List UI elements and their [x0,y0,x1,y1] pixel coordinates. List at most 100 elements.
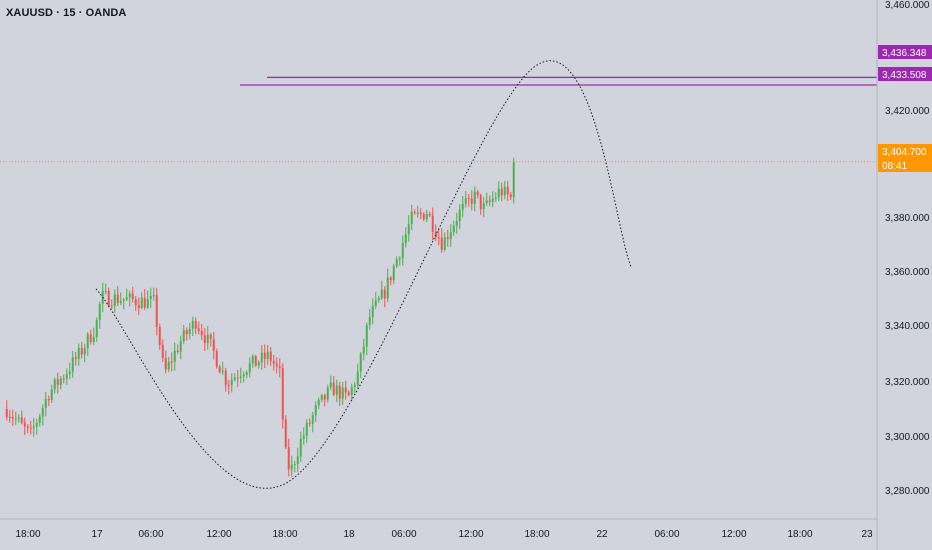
candle[interactable] [410,204,413,231]
candle[interactable] [203,327,206,351]
candle[interactable] [80,341,83,359]
candle[interactable] [59,375,62,390]
candle[interactable] [431,207,434,241]
candle[interactable] [350,383,353,401]
candle[interactable] [62,374,65,384]
candle[interactable] [476,189,479,199]
candle[interactable] [245,370,248,379]
candle[interactable] [8,409,11,423]
candle[interactable] [356,363,359,389]
candle[interactable] [473,186,476,212]
candle[interactable] [113,289,116,313]
candle[interactable] [95,317,98,342]
candle[interactable] [68,362,71,379]
candle[interactable] [92,327,95,346]
candle[interactable] [236,369,239,387]
candle[interactable] [185,327,188,341]
candle[interactable] [227,379,230,395]
candle[interactable] [458,204,461,230]
candle[interactable] [167,356,170,373]
candle[interactable] [287,438,290,477]
candle[interactable] [368,309,371,330]
candle[interactable] [341,381,344,405]
candle[interactable] [128,290,131,307]
candle[interactable] [509,191,512,201]
candle[interactable] [257,360,260,369]
price-axis[interactable] [877,0,932,550]
candle[interactable] [254,354,257,367]
candle[interactable] [122,298,125,310]
candle[interactable] [215,348,218,369]
candle[interactable] [152,287,155,301]
candle[interactable] [290,455,293,478]
candle[interactable] [260,345,263,370]
candle[interactable] [44,391,47,417]
candle[interactable] [74,351,77,366]
candle[interactable] [329,375,332,391]
candle[interactable] [380,280,383,301]
candles[interactable] [5,157,515,478]
candle[interactable] [401,235,404,266]
candle[interactable] [419,208,422,220]
candle[interactable] [308,418,311,427]
candle[interactable] [416,206,419,218]
candle[interactable] [170,352,173,372]
candle[interactable] [314,401,317,422]
candle[interactable] [161,339,164,363]
candle[interactable] [140,292,143,310]
candle[interactable] [485,192,488,207]
candle[interactable] [479,193,482,216]
candle[interactable] [332,376,335,397]
candle[interactable] [320,393,323,403]
candle[interactable] [221,361,224,375]
candle[interactable] [206,326,209,350]
candle[interactable] [41,404,44,426]
candle[interactable] [503,180,506,200]
candle[interactable] [494,192,497,202]
candle[interactable] [464,191,467,208]
candle[interactable] [119,292,122,306]
candle[interactable] [275,357,278,374]
candle[interactable] [77,343,80,366]
candle[interactable] [422,212,425,222]
candle[interactable] [131,286,134,303]
candle[interactable] [365,322,368,356]
candle[interactable] [176,344,179,355]
candle[interactable] [116,286,119,307]
candle[interactable] [455,212,458,234]
candle[interactable] [482,196,485,218]
candle[interactable] [383,286,386,308]
candle[interactable] [512,157,515,204]
candle[interactable] [266,344,269,365]
candle[interactable] [491,191,494,208]
candle[interactable] [389,276,392,286]
candle[interactable] [200,324,203,341]
candle[interactable] [32,417,35,437]
candle[interactable] [317,397,320,410]
candle[interactable] [296,447,299,472]
candle[interactable] [404,227,407,248]
candle[interactable] [281,362,284,429]
candle[interactable] [56,372,59,394]
candle[interactable] [293,460,296,473]
candle[interactable] [194,317,197,335]
candle[interactable] [323,393,326,407]
candle[interactable] [443,232,446,252]
candle[interactable] [488,195,491,207]
candle[interactable] [326,384,329,403]
candle[interactable] [470,190,473,211]
candle[interactable] [83,343,86,363]
candle[interactable] [398,256,401,266]
candle[interactable] [137,297,140,315]
candle[interactable] [20,410,23,425]
candle[interactable] [452,220,455,237]
candle[interactable] [98,301,101,329]
candle[interactable] [233,372,236,382]
candle[interactable] [272,354,275,371]
candle[interactable] [362,338,365,361]
candle[interactable] [302,427,305,445]
candle[interactable] [35,418,38,435]
candle[interactable] [188,322,191,340]
